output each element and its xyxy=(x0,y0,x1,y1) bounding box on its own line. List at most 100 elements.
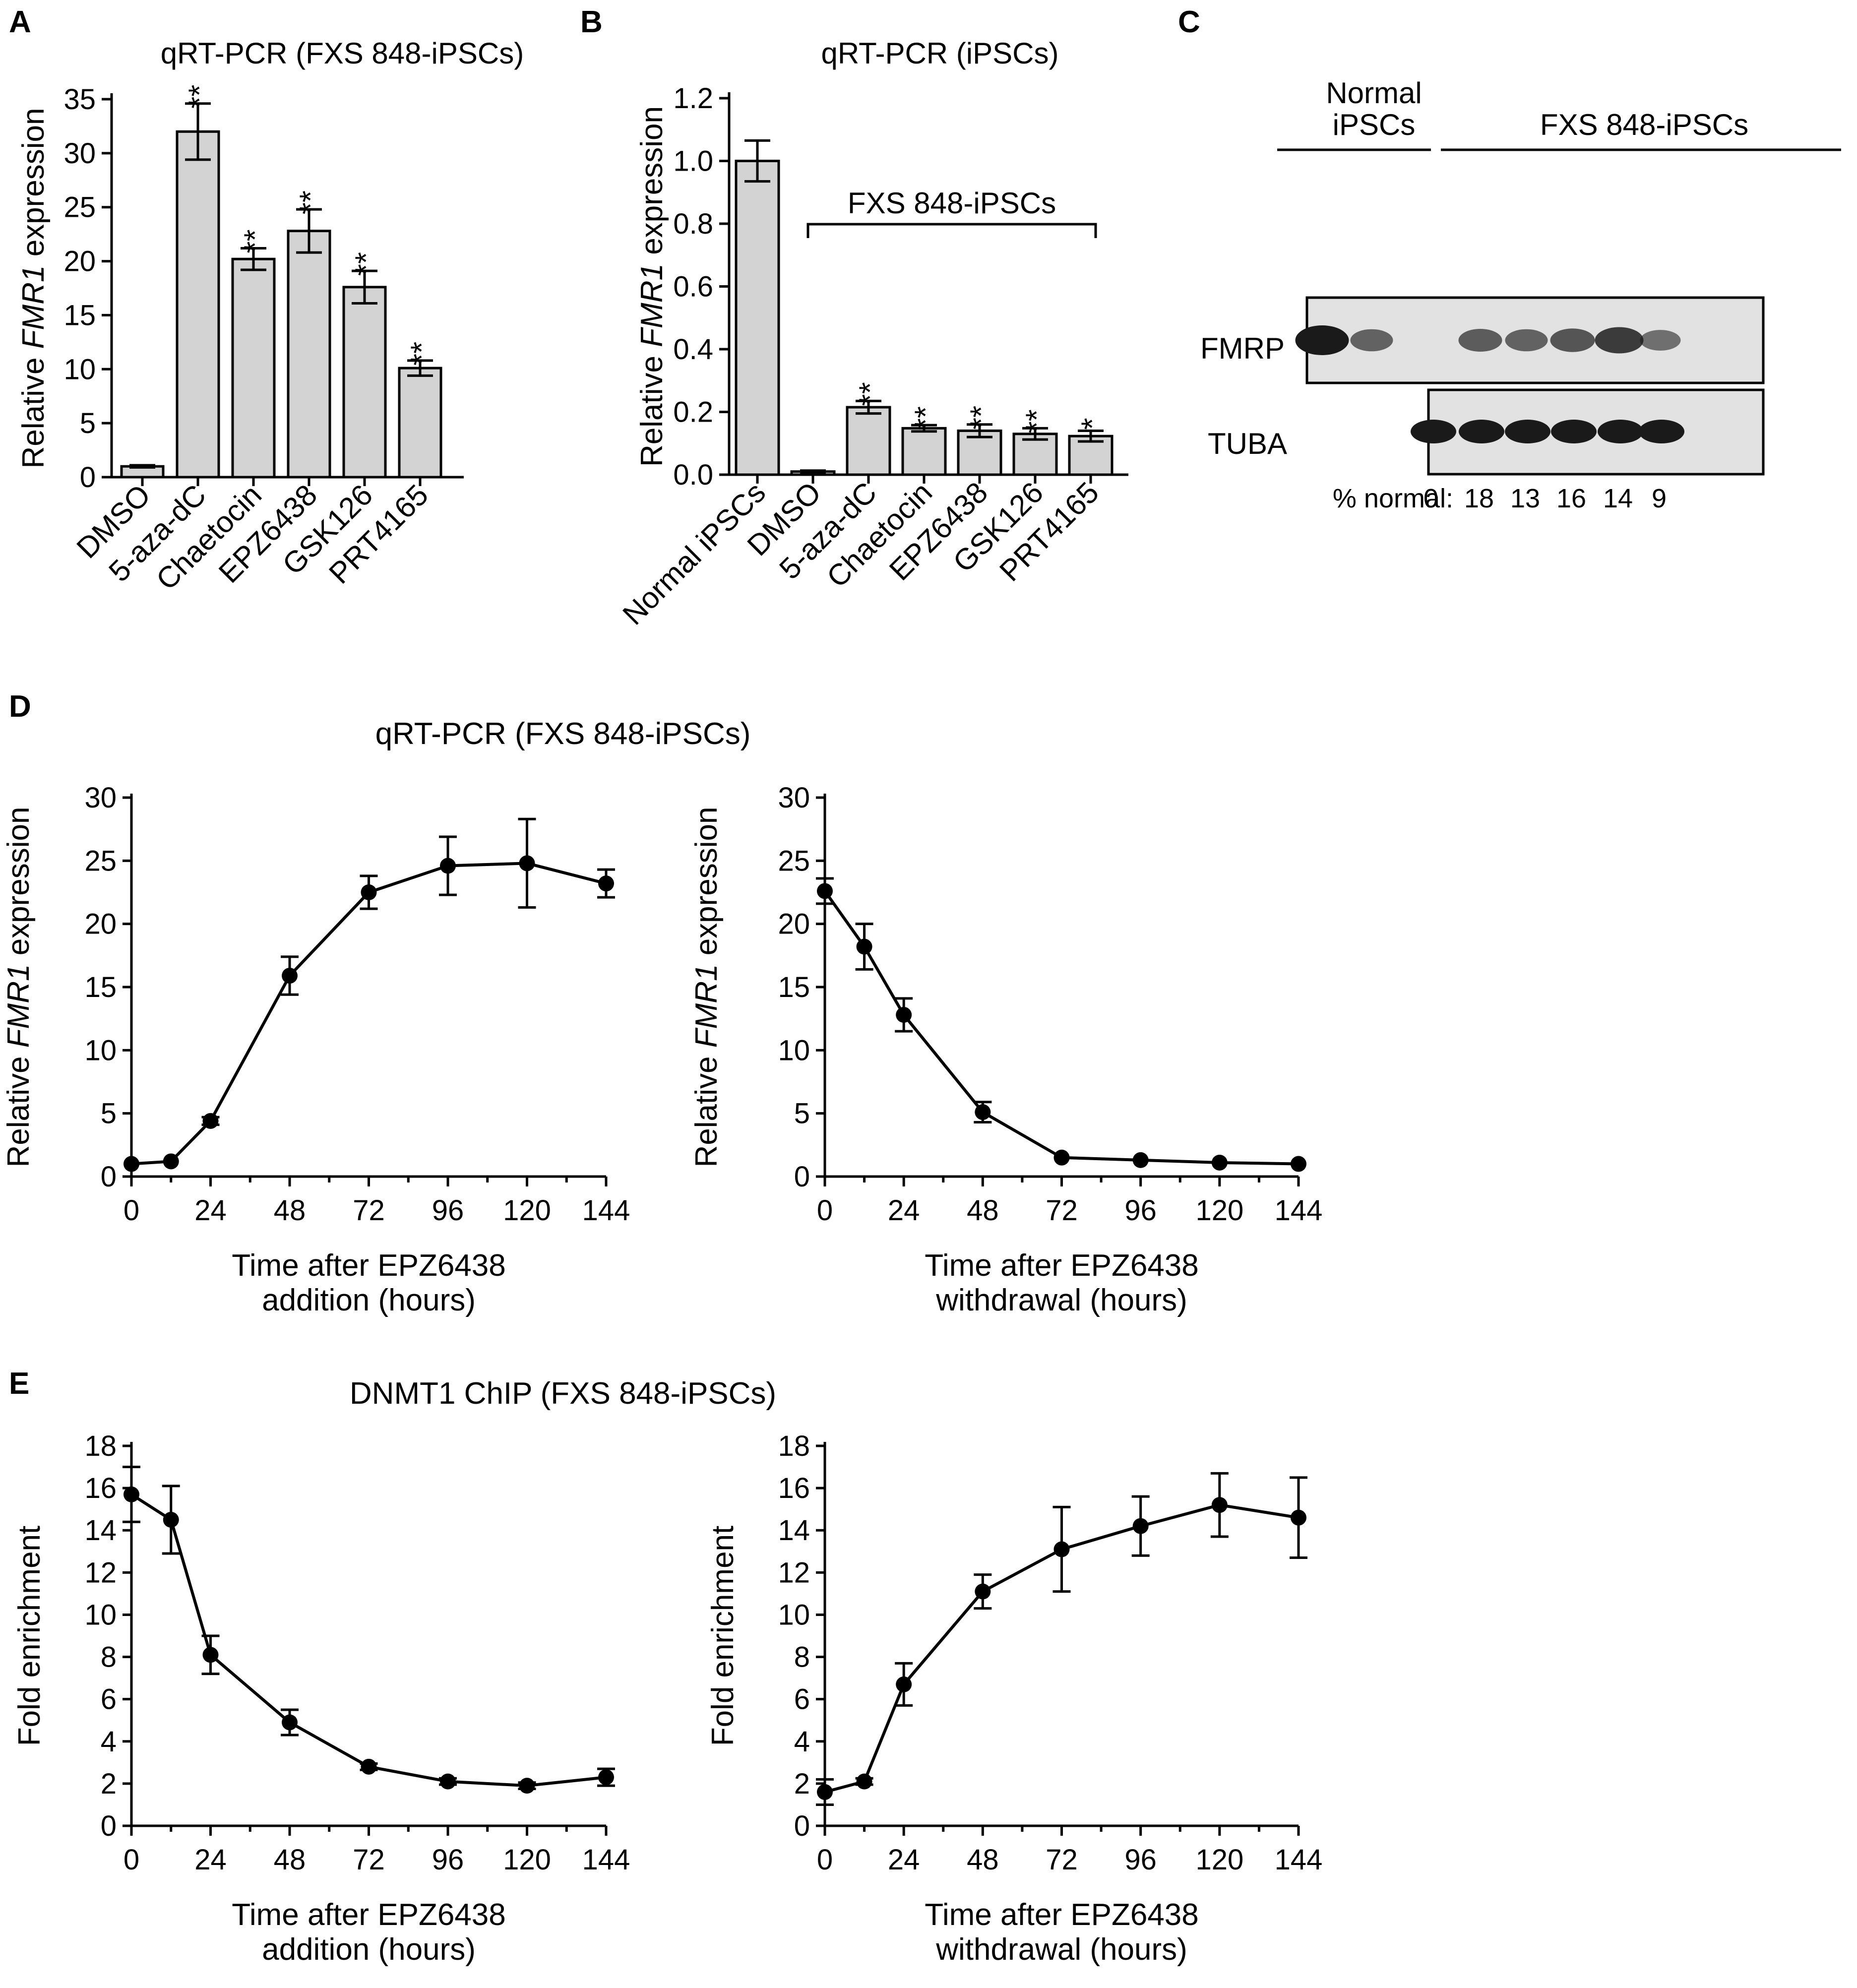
y-tick-label: 15 xyxy=(778,971,810,1003)
x-tick-label: 96 xyxy=(1124,1844,1157,1876)
y-tick-label: 30 xyxy=(84,782,117,814)
group-label-normal: iPSCs xyxy=(1333,108,1416,141)
bar xyxy=(287,230,331,479)
x-tick-label: 120 xyxy=(1195,1844,1243,1876)
data-point xyxy=(896,1676,912,1692)
pct-normal-value: 9 xyxy=(1652,484,1667,513)
data-point xyxy=(598,875,614,892)
data-point xyxy=(1211,1497,1228,1513)
data-point xyxy=(202,1113,219,1129)
y-axis-label: Relative FMR1 expression xyxy=(16,108,51,468)
tuba-label: TUBA xyxy=(1208,427,1287,460)
significance-marker: ** xyxy=(238,229,272,253)
y-tick-label: 8 xyxy=(794,1641,810,1674)
bar xyxy=(901,427,947,476)
y-tick-label: 20 xyxy=(84,908,117,940)
data-point xyxy=(975,1104,991,1120)
data-point xyxy=(1053,1541,1070,1557)
x-tick-label: 72 xyxy=(1046,1844,1078,1876)
x-tick-label: 0 xyxy=(124,1194,139,1227)
fxs-group-bracket xyxy=(806,223,1097,238)
y-tick-label: 0.4 xyxy=(673,333,713,366)
y-tick-label: 6 xyxy=(101,1683,117,1716)
y-axis-label-gene: FMR1 xyxy=(689,964,724,1048)
data-point xyxy=(124,1486,139,1502)
pct-normal-label: % normal: xyxy=(1333,484,1453,513)
x-axis-label: addition (hours) xyxy=(262,1283,476,1317)
group-label-fxs: FXS 848-iPSCs xyxy=(1540,108,1748,141)
data-point xyxy=(440,858,456,874)
panel-label-c: C xyxy=(1178,5,1200,39)
y-tick-label: 5 xyxy=(80,407,96,439)
data-point xyxy=(975,1583,991,1600)
y-tick-label: 8 xyxy=(101,1641,117,1674)
x-tick-label: 120 xyxy=(503,1194,551,1227)
significance-marker: ** xyxy=(349,252,383,276)
y-tick-label: 0 xyxy=(794,1161,810,1193)
data-point xyxy=(817,1784,833,1800)
y-axis-label-part: expression xyxy=(16,108,51,265)
y-tick-label: 14 xyxy=(84,1514,117,1547)
y-tick-label: 0 xyxy=(101,1810,117,1842)
section-title-e: DNMT1 ChIP (FXS 848-iPSCs) xyxy=(350,1376,776,1411)
y-axis-label: Relative FMR1 expression xyxy=(1,807,36,1167)
y-tick-label: 5 xyxy=(101,1098,117,1130)
y-tick-label: 2 xyxy=(794,1768,810,1800)
y-axis-label-part: Fold enrichment xyxy=(12,1526,47,1746)
x-tick-label: 72 xyxy=(1046,1194,1078,1227)
data-point xyxy=(361,1758,377,1775)
x-tick-label: 24 xyxy=(888,1194,920,1227)
y-axis-label-part: Fold enrichment xyxy=(706,1526,740,1746)
data-point xyxy=(598,1769,614,1786)
fmrp-label: FMRP xyxy=(1200,332,1285,365)
y-tick-label: 20 xyxy=(63,246,96,278)
bar xyxy=(231,257,276,479)
data-point xyxy=(1132,1152,1149,1168)
significance-marker: ** xyxy=(183,85,217,109)
pct-normal-value: 18 xyxy=(1464,484,1494,513)
significance-marker: ** xyxy=(909,406,943,430)
tuba-band xyxy=(1639,420,1684,443)
y-tick-label: 10 xyxy=(778,1034,810,1066)
x-axis-label: Time after EPZ6438 xyxy=(232,1898,506,1932)
y-axis-label-part: Relative xyxy=(689,1048,724,1167)
data-point xyxy=(856,938,872,955)
fxs-group-label: FXS 848-iPSCs xyxy=(848,186,1056,220)
data-point xyxy=(163,1153,179,1170)
y-tick-label: 10 xyxy=(778,1599,810,1631)
data-point xyxy=(1291,1156,1306,1172)
pct-normal-value: 14 xyxy=(1603,484,1633,513)
y-tick-label: 16 xyxy=(778,1472,810,1504)
x-tick-label: 96 xyxy=(432,1844,464,1876)
y-tick-label: 16 xyxy=(84,1472,117,1504)
x-tick-label: 72 xyxy=(353,1844,385,1876)
data-point xyxy=(282,1714,298,1731)
y-tick-label: 30 xyxy=(63,137,96,170)
group-label-normal: Normal xyxy=(1326,76,1422,110)
x-tick-label: 0 xyxy=(817,1844,833,1876)
chart-title: qRT-PCR (iPSCs) xyxy=(821,37,1059,70)
y-axis-label-part: Relative xyxy=(16,349,51,468)
y-tick-label: 20 xyxy=(778,908,810,940)
y-tick-label: 0 xyxy=(80,461,96,494)
y-axis-label: Relative FMR1 expression xyxy=(689,807,724,1167)
data-point xyxy=(282,968,298,984)
x-axis-label: Time after EPZ6438 xyxy=(925,1248,1199,1283)
panel-label-b: B xyxy=(580,5,603,39)
y-axis-label: Fold enrichment xyxy=(706,1526,740,1746)
fmrp-band xyxy=(1640,330,1681,351)
data-point xyxy=(1211,1154,1228,1171)
data-point xyxy=(1291,1509,1306,1526)
x-tick-label: 144 xyxy=(1275,1194,1323,1227)
y-tick-label: 25 xyxy=(778,845,810,877)
y-axis-label-part: Relative xyxy=(635,347,669,467)
y-tick-label: 5 xyxy=(794,1098,810,1130)
x-tick-label: 48 xyxy=(274,1844,306,1876)
panel-b-chart: qRT-PCR (iPSCs)Relative FMR1 expression0… xyxy=(616,37,1128,631)
x-tick-label: 48 xyxy=(274,1194,306,1227)
fmrp-band xyxy=(1295,325,1349,355)
x-tick-label: 120 xyxy=(1195,1194,1243,1227)
data-point xyxy=(1053,1149,1070,1166)
